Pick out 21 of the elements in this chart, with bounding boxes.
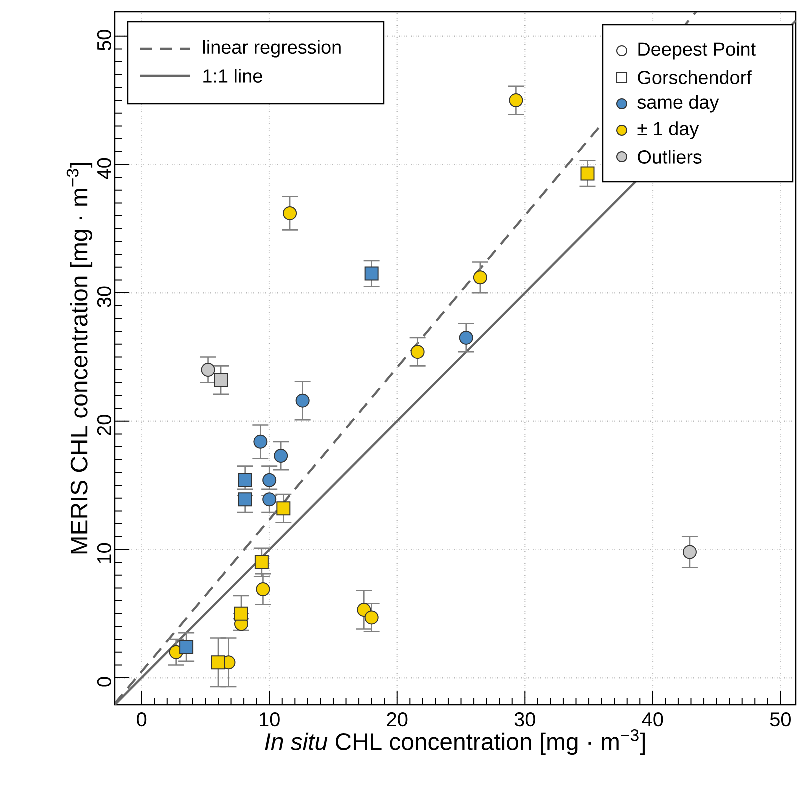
- y-tick-label: 0: [97, 677, 112, 687]
- x-tick-label: 40: [642, 712, 664, 727]
- y-tick-label: 20: [97, 415, 112, 436]
- annotation: Gorschendorf: [638, 70, 752, 84]
- x-tick-label: 10: [260, 712, 280, 727]
- y-tick-label: 30: [97, 286, 112, 308]
- y-tick-label: 40: [97, 158, 112, 180]
- legend-label: linear regression: [203, 40, 341, 58]
- y-tick-label: 50: [97, 30, 112, 51]
- x-tick-label: 50: [770, 712, 791, 727]
- y-axis-title: MERIS CHL concentration [mg · m$^{−3}$]: [66, 163, 93, 554]
- legend-label: Outliers: [638, 150, 702, 164]
- x-tick-label: 30: [514, 712, 536, 727]
- x-axis-title: In situ CHL concentration [mg · m$^{−3}$]: [265, 729, 645, 756]
- annotation: Deepest Point: [638, 42, 756, 60]
- legend-label: same day: [638, 95, 720, 113]
- x-tick-label: 20: [387, 712, 408, 727]
- legend-label: 1:1 line: [204, 69, 262, 83]
- x-tick-label: 0: [137, 712, 147, 727]
- y-tick-label: 10: [97, 543, 112, 564]
- legend-label: ± 1 day: [638, 122, 700, 140]
